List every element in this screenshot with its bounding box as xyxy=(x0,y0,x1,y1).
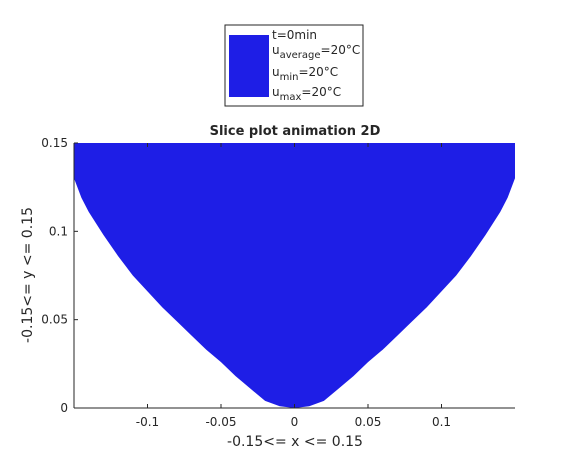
x-ticks: -0.1 -0.05 0 0.05 0.1 xyxy=(136,143,451,429)
y-tick-label: 0.05 xyxy=(41,313,68,327)
y-tick-label: 0.1 xyxy=(49,224,68,238)
y-tick-label: 0 xyxy=(60,401,68,415)
plot-area: -0.1 -0.05 0 0.05 0.1 0 0.05 0.1 0.15 xyxy=(41,136,515,429)
x-tick-label: -0.05 xyxy=(205,415,236,429)
x-tick-label: -0.1 xyxy=(136,415,159,429)
x-axis-label: -0.15<= x <= 0.15 xyxy=(227,434,363,450)
chart-title: Slice plot animation 2D xyxy=(210,124,381,139)
legend-line-average: uaverage=20°C xyxy=(272,43,360,61)
legend-swatch xyxy=(229,35,269,97)
x-tick-label: 0 xyxy=(291,415,299,429)
y-ticks: 0 0.05 0.1 0.15 xyxy=(41,136,78,415)
legend-line-max: umax=20°C xyxy=(272,85,341,103)
x-tick-label: 0.05 xyxy=(355,415,382,429)
legend: t=0min uaverage=20°C umin=20°C umax=20°C xyxy=(224,24,364,107)
legend-line-time: t=0min xyxy=(272,28,317,42)
x-tick-label: 0.1 xyxy=(432,415,451,429)
area-series xyxy=(74,143,515,408)
y-tick-label: 0.15 xyxy=(41,136,68,150)
y-axis-label: -0.15<= y <= 0.15 xyxy=(20,207,36,343)
legend-line-min: umin=20°C xyxy=(272,65,338,83)
